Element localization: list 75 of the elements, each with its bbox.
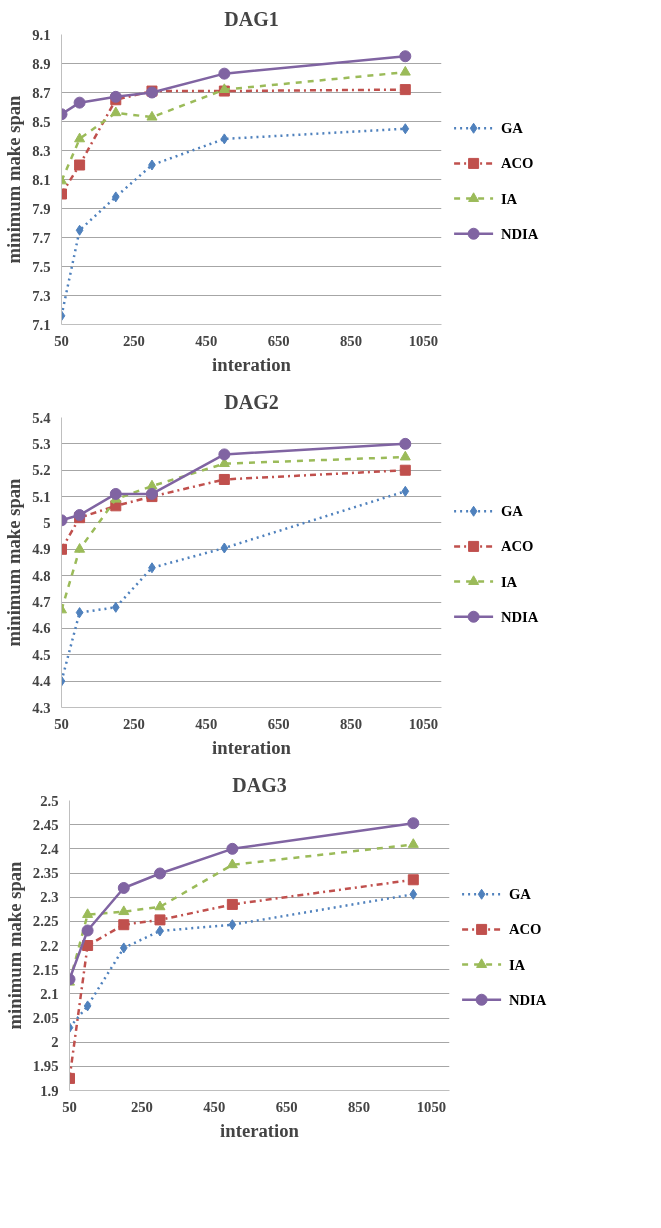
- x-tick-label: 650: [267, 715, 290, 732]
- y-tick-label: 4.9: [32, 541, 51, 558]
- y-axis-title: minimum make span: [3, 860, 25, 1030]
- y-tick-label: 8.5: [32, 113, 51, 130]
- y-tick-label: 7.5: [32, 258, 51, 275]
- x-tick-label: 1050: [416, 1098, 447, 1115]
- y-tick-label: 2.3: [40, 889, 59, 906]
- y-tick-label: 2.25: [32, 913, 59, 930]
- y-tick-label: 1.95: [32, 1058, 59, 1075]
- x-axis-title: interation: [212, 736, 292, 758]
- x-tick-label: 850: [340, 332, 363, 349]
- y-tick-label: 4.6: [32, 620, 51, 637]
- y-tick-label: 1.9: [40, 1082, 59, 1099]
- x-tick-label: 250: [122, 715, 145, 732]
- x-axis-title: interation: [212, 353, 292, 375]
- x-tick-label: 250: [130, 1098, 153, 1115]
- legend-label: ACO: [500, 538, 534, 555]
- x-tick-label: 850: [340, 715, 363, 732]
- chart-title: DAG2: [224, 390, 279, 413]
- x-tick-label: 650: [275, 1098, 298, 1115]
- y-tick-label: 9.1: [32, 26, 51, 43]
- legend-label: GA: [508, 886, 532, 903]
- chart-title: DAG1: [224, 7, 279, 30]
- y-tick-label: 5.1: [32, 488, 51, 505]
- x-tick-label: 50: [54, 715, 69, 732]
- x-tick-label: 50: [62, 1098, 77, 1115]
- y-tick-label: 4.4: [32, 673, 52, 690]
- y-tick-label: 8.7: [32, 84, 51, 101]
- x-tick-label: 1050: [408, 332, 439, 349]
- y-tick-label: 2.5: [40, 792, 59, 809]
- y-tick-label: 2.4: [40, 840, 60, 857]
- x-tick-label: 250: [122, 332, 145, 349]
- x-tick-label: 450: [203, 1098, 226, 1115]
- legend-label: ACO: [500, 155, 534, 172]
- x-tick-label: 50: [54, 332, 69, 349]
- y-tick-label: 4.5: [32, 646, 51, 663]
- y-tick-label: 7.9: [32, 200, 51, 217]
- legend-label: ACO: [508, 921, 542, 938]
- chart-title: DAG3: [232, 773, 287, 796]
- y-tick-label: 5.3: [32, 435, 51, 452]
- y-tick-label: 2: [51, 1034, 59, 1051]
- y-axis-title: minimum make span: [3, 94, 25, 264]
- y-tick-label: 5.2: [32, 462, 51, 479]
- legend-label: IA: [508, 956, 526, 973]
- y-tick-label: 7.3: [32, 287, 51, 304]
- x-tick-label: 1050: [408, 715, 439, 732]
- legend-label: IA: [500, 573, 518, 590]
- y-tick-label: 4.7: [32, 594, 51, 611]
- y-tick-label: 5: [43, 514, 51, 531]
- y-tick-label: 2.1: [40, 985, 59, 1002]
- legend-label: NDIA: [500, 225, 539, 242]
- legend-label: NDIA: [508, 991, 547, 1008]
- legend-label: GA: [500, 503, 524, 520]
- y-tick-label: 4.3: [32, 699, 51, 716]
- legend-label: NDIA: [500, 608, 539, 625]
- y-tick-label: 8.3: [32, 142, 51, 159]
- y-tick-label: 7.1: [32, 316, 51, 333]
- x-tick-label: 450: [195, 715, 218, 732]
- y-tick-label: 2.45: [32, 816, 59, 833]
- y-tick-label: 8.1: [32, 171, 51, 188]
- x-tick-label: 650: [267, 332, 290, 349]
- y-tick-label: 2.05: [32, 1010, 59, 1026]
- x-tick-label: 450: [195, 332, 218, 349]
- y-tick-label: 7.7: [32, 229, 51, 246]
- x-axis-title: interation: [220, 1119, 300, 1141]
- y-tick-label: 2.2: [40, 937, 59, 954]
- y-tick-label: 2.35: [32, 865, 59, 881]
- y-axis-title: minimum make span: [3, 477, 25, 647]
- y-tick-label: 8.9: [32, 55, 51, 72]
- y-tick-label: 5.4: [32, 409, 52, 426]
- legend-label: GA: [500, 120, 524, 137]
- x-tick-label: 850: [348, 1098, 371, 1115]
- y-tick-label: 2.15: [32, 961, 59, 978]
- legend-label: IA: [500, 190, 518, 207]
- y-tick-label: 4.8: [32, 567, 51, 584]
